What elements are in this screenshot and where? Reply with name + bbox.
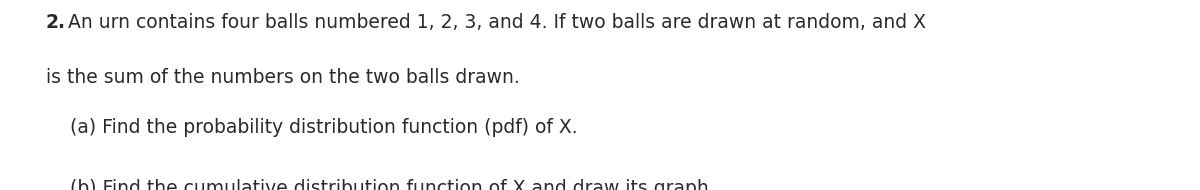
- Text: is the sum of the numbers on the two balls drawn.: is the sum of the numbers on the two bal…: [46, 68, 520, 87]
- Text: (b) Find the cumulative distribution function of X and draw its graph.: (b) Find the cumulative distribution fun…: [46, 179, 714, 190]
- Text: 2.: 2.: [46, 13, 66, 32]
- Text: (a) Find the probability distribution function (pdf) of X.: (a) Find the probability distribution fu…: [46, 118, 577, 137]
- Text: An urn contains four balls numbered 1, 2, 3, and 4. If two balls are drawn at ra: An urn contains four balls numbered 1, 2…: [62, 13, 926, 32]
